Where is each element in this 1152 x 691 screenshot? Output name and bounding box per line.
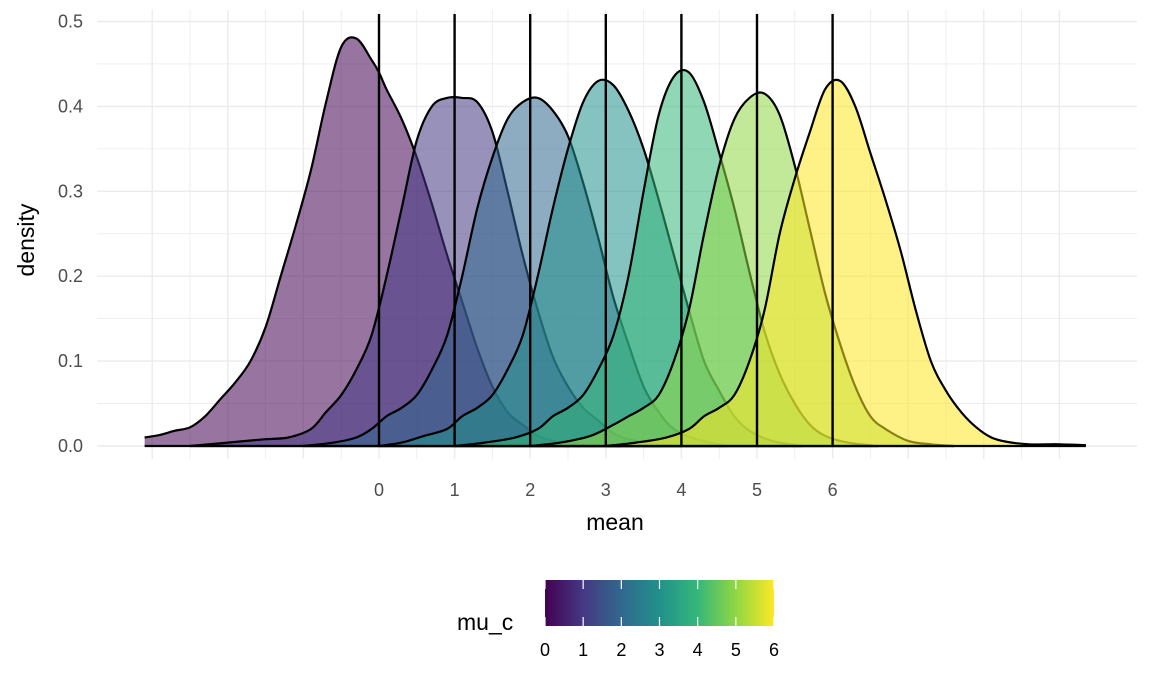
colorbar-ticks — [544, 580, 775, 626]
y-tick-label: 0.5 — [58, 12, 83, 32]
y-tick-label: 0.4 — [58, 96, 83, 116]
colorbar-tick-label: 0 — [540, 640, 550, 660]
density-area-mu-5 — [530, 92, 954, 446]
x-tick-label: 3 — [601, 480, 611, 500]
density-area-mu-4 — [454, 70, 878, 446]
mean-vertical-lines — [377, 14, 834, 446]
colorbar-tick-label: 4 — [693, 640, 703, 660]
colorbar-tick-labels: 0 1 2 3 4 5 6 — [540, 640, 779, 660]
x-tick-label: 4 — [676, 480, 686, 500]
colorbar-legend: mu_c 0 1 2 3 4 5 6 — [457, 580, 779, 660]
colorbar-tick-label: 2 — [616, 640, 626, 660]
colorbar-tick-label: 5 — [731, 640, 741, 660]
y-tick-label: 0.2 — [58, 266, 83, 286]
x-tick-label: 6 — [828, 480, 838, 500]
x-tick-label: 1 — [450, 480, 460, 500]
x-axis-title: mean — [586, 509, 644, 535]
x-tick-label: 0 — [374, 480, 384, 500]
x-axis-tick-labels: 0 1 2 3 4 5 6 — [374, 480, 838, 500]
colorbar-tick-label: 1 — [578, 640, 588, 660]
density-area-mu-1 — [190, 97, 682, 446]
density-outline-mu-6 — [605, 78, 1086, 448]
density-area-mu-6 — [605, 79, 1086, 447]
y-tick-label: 0.3 — [58, 181, 83, 201]
x-tick-label: 5 — [752, 480, 762, 500]
x-tick-label: 2 — [525, 480, 535, 500]
y-axis-title: density — [13, 203, 39, 276]
colorbar-tick-label: 3 — [654, 640, 664, 660]
colorbar-tick-label: 6 — [769, 640, 779, 660]
density-area-mu-0 — [144, 37, 621, 447]
y-tick-label: 0.0 — [58, 436, 83, 456]
legend-title: mu_c — [457, 609, 513, 635]
density-areas — [144, 36, 1086, 448]
y-tick-label: 0.1 — [58, 351, 83, 371]
y-axis-tick-labels: 0.0 0.1 0.2 0.3 0.4 0.5 — [58, 12, 83, 457]
